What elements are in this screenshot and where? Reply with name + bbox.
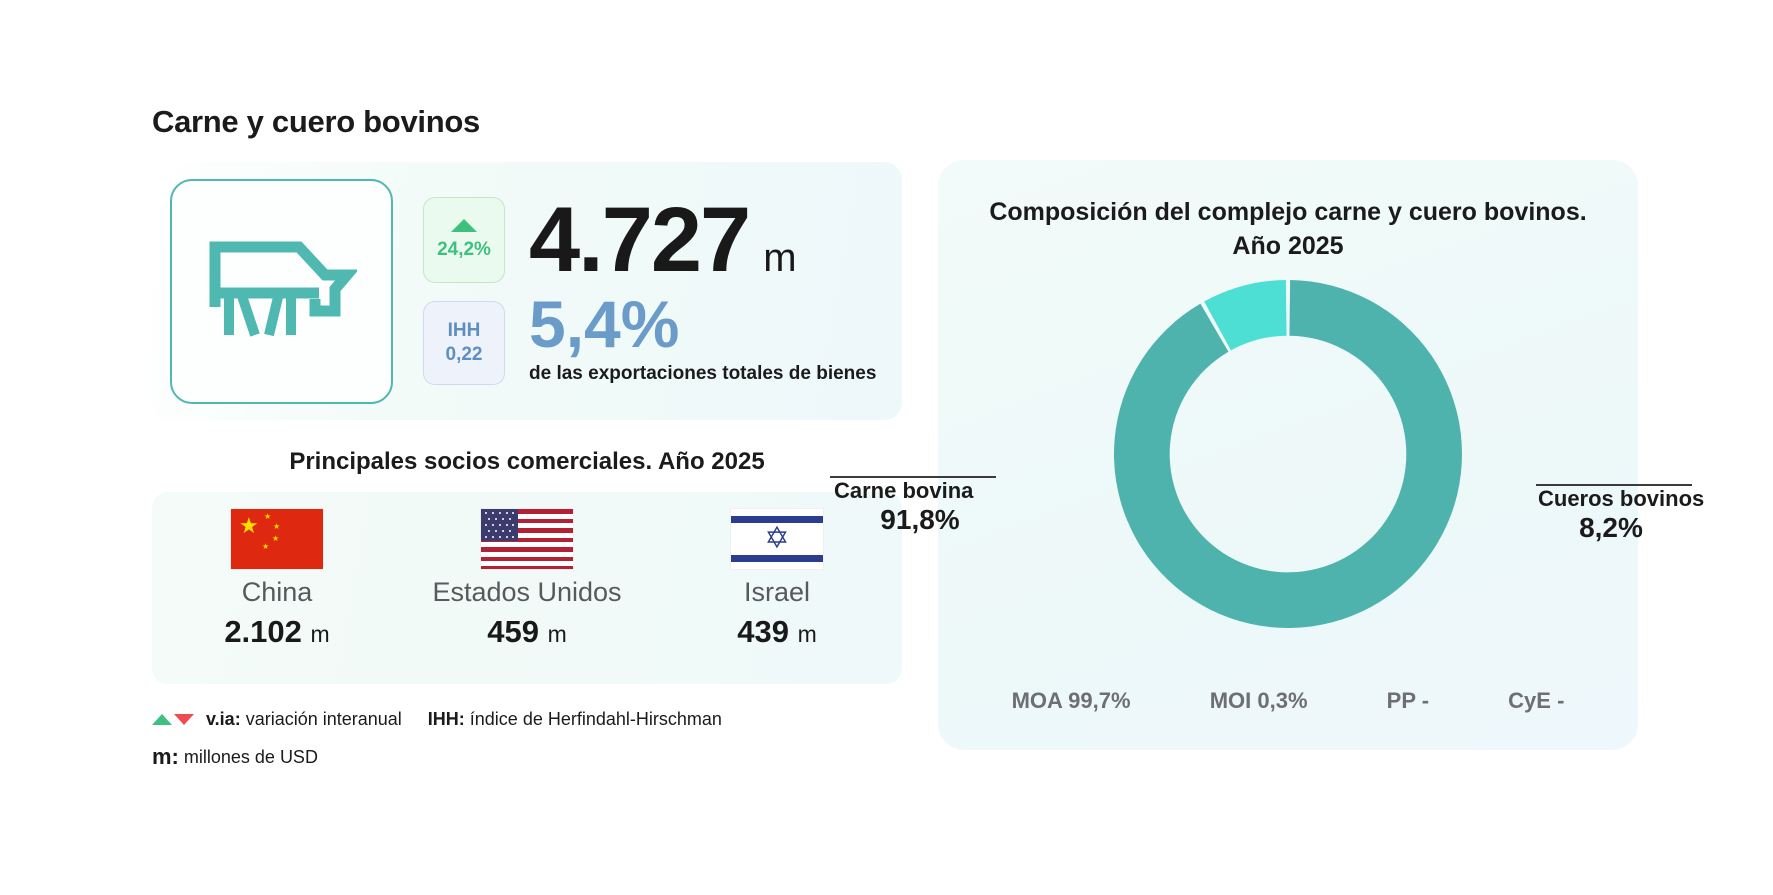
chip-moi: MOI 0,3% [1209, 688, 1308, 713]
partner-value: 459 [487, 614, 539, 650]
kpi-card: 24,2% IHH 0,22 4.727 m 5,4% de las expor… [152, 162, 902, 420]
label-value: 8,2% [1579, 511, 1643, 543]
left-column: Carne y cuero bovinos [152, 104, 902, 778]
kpi-share-pct: 5,4% [529, 287, 680, 362]
donut-segment-cueros-bovinos [1204, 279, 1287, 350]
donut-segment-carne-bovina [1114, 279, 1462, 628]
via-key: v.ia: [206, 709, 241, 729]
partner-name: China [241, 577, 313, 607]
partner-unit: m [547, 621, 567, 648]
partner-value-wrap: 2.102 m [177, 614, 377, 650]
triangle-up-icon [451, 219, 477, 232]
kpi-value: 4.727 [529, 188, 751, 291]
kpi-value-row: 4.727 m [529, 188, 902, 291]
ihh-label: IHH [447, 320, 481, 341]
composition-title: Composición del complejo carne y cuero b… [989, 198, 1587, 260]
m-text: millones de USD [183, 746, 318, 767]
label-cueros-bovinos: Cueros bovinos 8,2% [1536, 483, 1773, 544]
ihh-key: IHH: [427, 709, 465, 729]
kpi-main: 4.727 m 5,4% de las exportaciones totale… [529, 188, 902, 386]
composition-chips: MOA 99,7% MOI 0,3% PP - CyE - [938, 688, 1638, 714]
partners-title: Principales socios comerciales. Año 2025 [289, 448, 765, 475]
partner-value-wrap: 439 m [677, 614, 877, 650]
partners-card: ★ ★ ★ ★ ★ China 2.102 m [152, 492, 902, 684]
chip-moa: MOA 99,7% [1011, 688, 1131, 713]
ihh-value: 0,22 [445, 344, 483, 365]
label-value: 91,8% [880, 503, 960, 535]
ihh-text: índice de Herfindahl-Hirschman [469, 709, 722, 729]
chip-pp: PP - [1386, 688, 1430, 713]
ihh-badge: IHH 0,22 [423, 301, 505, 385]
footnotes: v.ia: variación interanual IHH: índice d… [152, 702, 902, 778]
footnote-line-1: v.ia: variación interanual IHH: índice d… [152, 702, 902, 736]
label-name: Carne bovina [834, 477, 974, 503]
partner-name: Israel [743, 577, 811, 607]
flag-israel-icon: ✡ [730, 508, 824, 570]
partner-united-states: Estados Unidos 459 m [427, 508, 627, 650]
label-rule [830, 475, 996, 478]
star-of-david-icon: ✡ [764, 522, 790, 555]
cow-icon-box [170, 178, 393, 404]
label-rule [1536, 483, 1692, 486]
triangle-up-icon [152, 713, 172, 725]
flag-china-icon: ★ ★ ★ ★ ★ [230, 508, 324, 570]
variation-value: 24,2% [437, 239, 491, 260]
partner-china: ★ ★ ★ ★ ★ China 2.102 m [177, 508, 377, 650]
variation-badge: 24,2% [423, 197, 505, 283]
m-key: m: [152, 744, 179, 770]
partner-unit: m [797, 621, 817, 648]
kpi-share-caption: de las exportaciones totales de bienes [529, 363, 877, 385]
triangle-down-icon [174, 713, 194, 725]
donut-chart-wrap: Carne bovina 91,8% Cueros bovinos 8,2% [830, 264, 1704, 664]
cow-icon [209, 241, 357, 337]
page-title: Carne y cuero bovinos [152, 104, 480, 139]
composition-card: Composición del complejo carne y cuero b… [830, 160, 1704, 750]
partner-name: Estados Unidos [432, 577, 622, 607]
partner-israel: ✡ Israel 439 m [677, 508, 877, 650]
partner-value-wrap: 459 m [427, 614, 627, 650]
label-name: Cueros bovinos [1538, 485, 1705, 511]
label-carne-bovina: Carne bovina 91,8% [830, 475, 1080, 536]
kpi-unit: m [763, 235, 797, 280]
partner-value: 2.102 [224, 614, 302, 650]
via-text: variación interanual [245, 709, 402, 729]
partner-value: 439 [737, 614, 789, 650]
footnote-line-2: m: millones de USD [152, 736, 902, 778]
chip-cye: CyE - [1508, 688, 1565, 713]
flag-united-states-icon [480, 508, 574, 570]
donut-chart [1114, 279, 1462, 628]
partner-unit: m [310, 621, 330, 648]
badge-column: 24,2% IHH 0,22 [423, 197, 505, 385]
